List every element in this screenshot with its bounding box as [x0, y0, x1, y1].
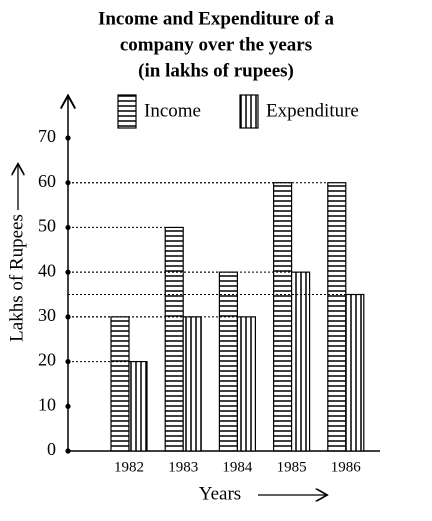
y-tick-label: 20: [38, 350, 56, 370]
x-tick-label: 1986: [331, 459, 362, 475]
x-axis-label: Years: [199, 483, 241, 504]
y-tick-label: 70: [38, 126, 56, 146]
legend: Income Expenditure: [117, 94, 359, 129]
bar: [291, 271, 311, 452]
chart-title: Income and Expenditure of a: [98, 8, 335, 29]
legend-label: Income: [144, 100, 201, 121]
bar: [218, 271, 238, 452]
bar: [236, 316, 256, 452]
y-tick-label: 10: [38, 394, 56, 414]
y-tick-label: 30: [38, 305, 56, 325]
x-tick-label: 1982: [114, 459, 144, 475]
bar: [327, 182, 347, 452]
legend-swatch: [239, 94, 259, 129]
bar: [273, 182, 293, 452]
bar: [128, 360, 148, 452]
y-tick: [65, 135, 71, 141]
bar: [110, 316, 130, 452]
y-tick: [65, 448, 71, 454]
bar: [182, 316, 202, 452]
legend-label: Expenditure: [266, 100, 359, 121]
x-tick-label: 1983: [168, 459, 198, 475]
legend-swatch: [117, 94, 137, 129]
x-tick-label: 1984: [222, 459, 253, 475]
x-tick-label: 1985: [277, 459, 307, 475]
y-tick: [65, 403, 71, 409]
y-tick-label: 60: [38, 171, 56, 191]
y-axis-label: Lakhs of Rupees: [6, 214, 27, 342]
bar: [164, 226, 184, 452]
y-tick-label: 40: [38, 260, 56, 280]
bar: [345, 293, 365, 452]
chart-title: (in lakhs of rupees): [138, 60, 294, 81]
y-tick-label: 50: [38, 216, 56, 236]
y-tick-label: 0: [47, 439, 56, 459]
chart-title: company over the years: [120, 34, 312, 55]
